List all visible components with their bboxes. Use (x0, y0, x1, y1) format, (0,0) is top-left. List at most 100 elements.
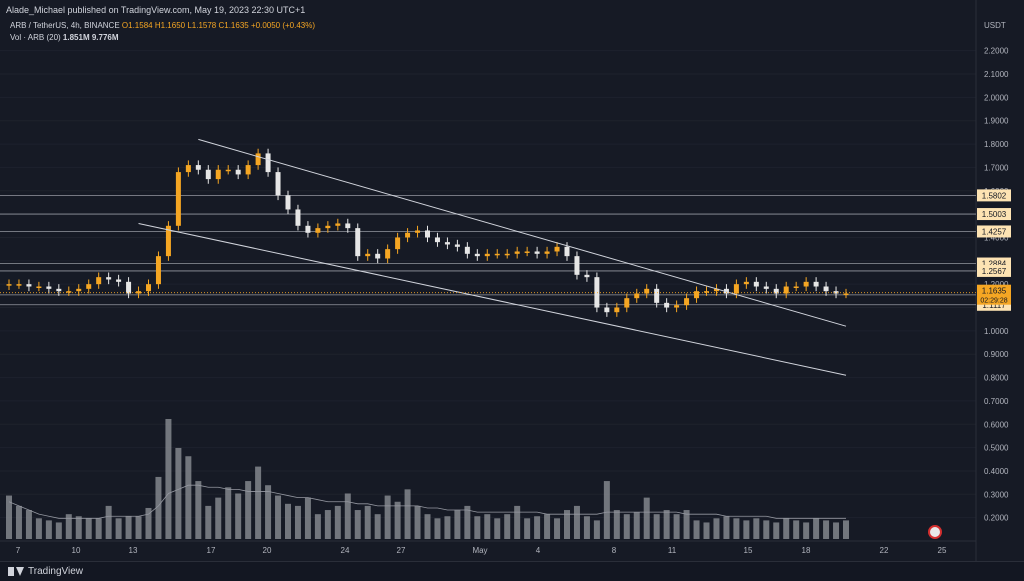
candle-body (395, 237, 401, 250)
volume-bar (75, 516, 82, 539)
y-tick-label: 0.3000 (984, 490, 1009, 499)
volume-bar (414, 505, 421, 539)
candle-body (803, 281, 809, 287)
open-value: O1.1584 (121, 21, 153, 30)
volume-bar (125, 516, 132, 539)
volume-bar (364, 505, 371, 539)
volume-bar (394, 501, 401, 539)
candle-body (783, 286, 789, 294)
y-tick-label: 0.6000 (984, 420, 1009, 429)
candle-body (265, 153, 271, 173)
candle-body (76, 288, 82, 292)
price-chart[interactable]: 2.20002.10002.00001.90001.80001.70001.60… (0, 0, 1024, 561)
candle-body (793, 286, 799, 289)
volume-bar (683, 510, 690, 539)
candle-body (355, 228, 361, 257)
candle-body (245, 165, 251, 175)
candle-body (155, 256, 161, 285)
candle-body (664, 302, 670, 308)
volume-bar (235, 493, 242, 539)
candle-body (215, 169, 221, 180)
candle-body (634, 293, 640, 299)
candle-body (444, 242, 450, 245)
candle-body (146, 284, 151, 292)
candle-body (684, 298, 690, 306)
volume-bar (803, 522, 810, 539)
volume-bar (334, 505, 341, 539)
candle-body (604, 307, 610, 313)
volume-bar (673, 514, 680, 539)
candle-body (674, 305, 680, 308)
volume-bar (185, 456, 192, 539)
high-value: H1.1650 (154, 21, 186, 30)
level-tag-label: 1.2884 (982, 260, 1007, 269)
volume-bar (314, 514, 321, 539)
volume-bar (105, 505, 112, 539)
level-tag (977, 225, 1011, 238)
candle-body (704, 291, 709, 293)
volume-bar (753, 518, 760, 539)
volume-bar (663, 510, 670, 539)
volume-bar (354, 510, 361, 539)
channel-trendline (138, 222, 847, 376)
y-tick-label: 0.7000 (984, 397, 1009, 406)
current-price-label: 1.1635 (982, 287, 1007, 296)
candle-body (624, 298, 630, 308)
y-tick-label: 2.0000 (984, 93, 1009, 102)
candle-body (36, 286, 42, 289)
candle-body (86, 284, 92, 289)
candle-body (405, 232, 411, 238)
volume-bar (623, 514, 630, 539)
candle-body (415, 230, 421, 233)
candle-body (375, 253, 381, 259)
volume-bar (544, 514, 551, 539)
candle-body (644, 288, 650, 294)
channel-trendline (198, 138, 847, 327)
x-tick-label: 24 (341, 546, 350, 555)
candle-body (175, 172, 181, 226)
candle-body (96, 277, 102, 285)
volume-bar (165, 419, 172, 539)
volume-bar (843, 520, 849, 539)
low-value: L1.1578 (187, 21, 217, 30)
volume-bar (454, 510, 461, 539)
candle-body (713, 288, 719, 292)
candle-body (285, 195, 291, 210)
currency-label: USDT (984, 21, 1006, 30)
publish-info: Alade_Michael published on TradingView.c… (6, 5, 306, 15)
candle-body (514, 251, 520, 254)
candle-body (425, 230, 430, 238)
candle-body (205, 169, 211, 180)
candle-body (56, 288, 62, 292)
y-tick-label: 1.8000 (984, 140, 1009, 149)
volume-bar (464, 505, 471, 539)
volume-bar (773, 522, 780, 539)
y-tick-label: 1.0000 (984, 327, 1009, 336)
candle-body (494, 253, 500, 256)
candle-body (534, 251, 540, 254)
x-tick-label: 4 (536, 546, 541, 555)
volume-bar (823, 520, 830, 539)
volume-label: Vol · ARB (20) (10, 33, 61, 42)
current-price-tag (977, 284, 1011, 305)
candle-body (195, 165, 201, 170)
volume-bar (424, 514, 431, 539)
volume-bar (613, 510, 620, 539)
volume-bar (474, 516, 481, 539)
volume-bar (245, 481, 252, 539)
candle-body (185, 165, 191, 173)
volume-ma-line (8, 484, 846, 519)
candle-body (315, 228, 321, 233)
candle-body (454, 244, 460, 247)
candle-body (464, 246, 470, 254)
volume-bar (514, 505, 521, 539)
volume-bar (643, 497, 650, 539)
level-tag (977, 189, 1011, 202)
volume-bar (205, 505, 212, 539)
candle-body (564, 246, 570, 257)
volume-bar (723, 516, 730, 539)
volume-bar (434, 518, 441, 539)
candle-body (773, 288, 779, 294)
level-tag (977, 208, 1011, 221)
y-tick-label: 0.5000 (984, 444, 1009, 453)
